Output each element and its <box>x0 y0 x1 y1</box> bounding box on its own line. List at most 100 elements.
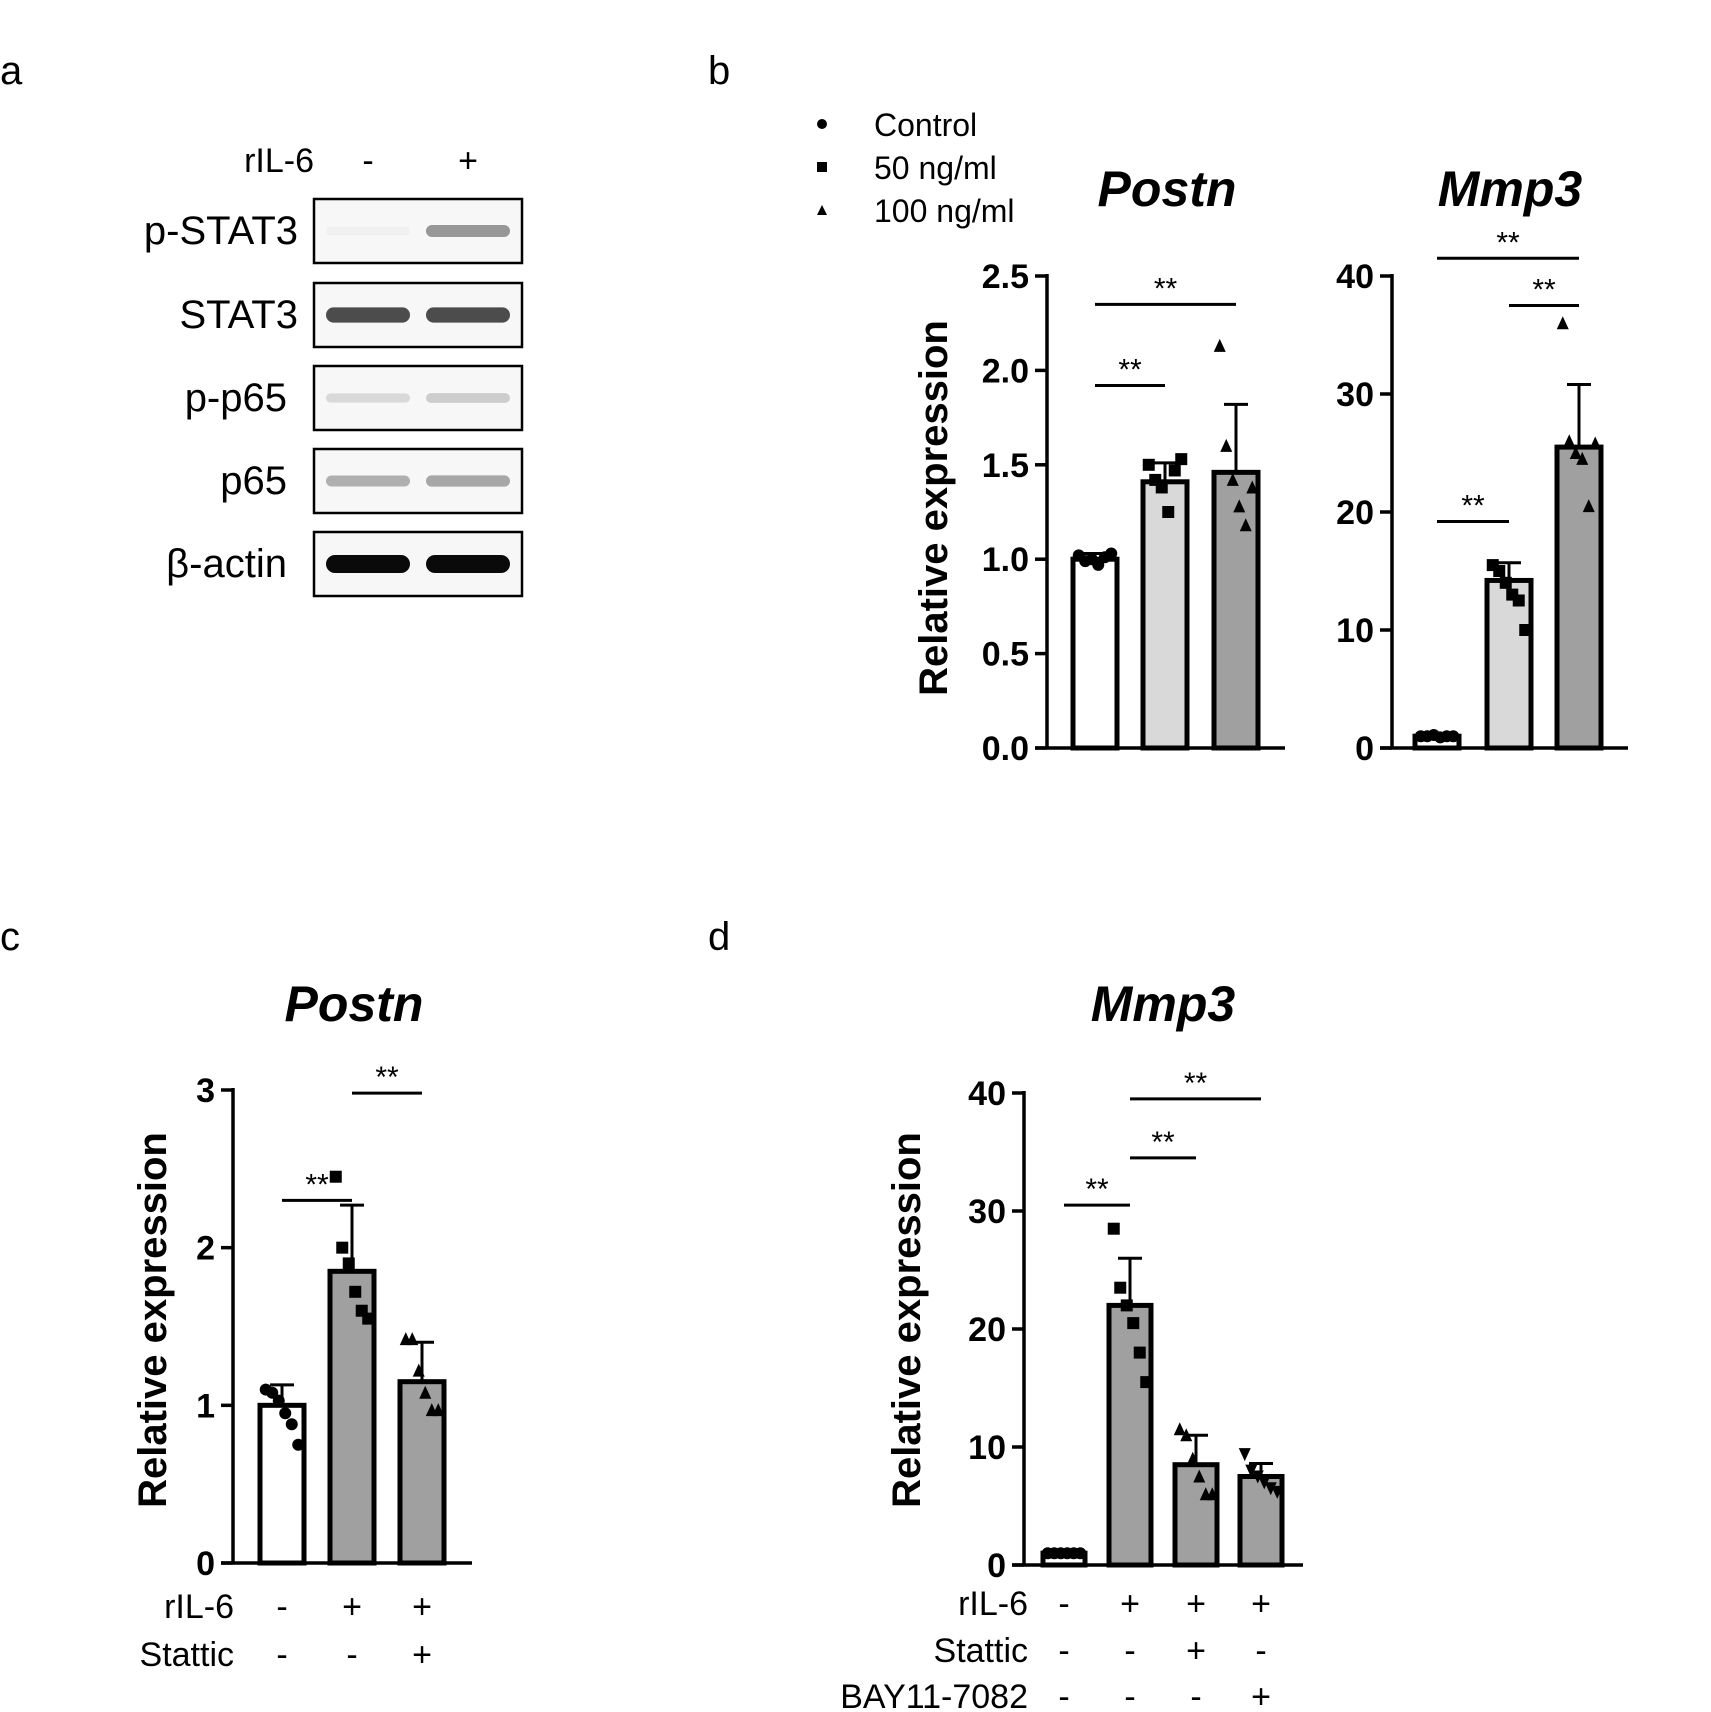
data-point <box>1246 480 1259 494</box>
bar-group <box>1106 1222 1154 1568</box>
condition-sign: + <box>1251 1678 1271 1712</box>
y-tick-label: 2.5 <box>982 258 1029 296</box>
blot-row-label: p65 <box>220 459 287 503</box>
y-tick-label: 2 <box>196 1230 215 1268</box>
significance-label: ** <box>1118 354 1142 387</box>
data-point <box>1245 1464 1258 1478</box>
panel-letter-c: c <box>0 915 20 959</box>
data-point <box>1142 458 1155 471</box>
data-point <box>1074 1547 1087 1560</box>
blot-row-label: β-actin <box>166 542 287 586</box>
significance-label: ** <box>1496 226 1520 259</box>
blot-treatment-label: rIL-6 <box>244 142 314 180</box>
data-point <box>1213 338 1226 352</box>
y-tick-label: 2.0 <box>982 352 1029 390</box>
legend: Control 50 ng/ml 100 ng/ml <box>817 107 1015 229</box>
data-point <box>1271 1485 1284 1499</box>
significance-label: ** <box>375 1061 399 1094</box>
data-point <box>279 1407 292 1420</box>
data-point <box>406 1332 419 1346</box>
y-tick-label: 0 <box>1355 730 1374 768</box>
condition-sign: + <box>412 1636 432 1674</box>
blot-lane-sign-1: - <box>362 142 373 180</box>
data-point <box>1519 624 1532 636</box>
significance-label: ** <box>305 1168 329 1201</box>
legend-marker-triangle <box>817 205 827 215</box>
bar-group <box>1237 1448 1285 1568</box>
blot-band <box>326 226 410 236</box>
data-point <box>1238 1448 1251 1462</box>
data-point <box>1499 576 1512 589</box>
legend-label-50: 50 ng/ml <box>874 150 997 186</box>
blot-row-0: p-STAT3 <box>144 197 524 265</box>
data-point <box>1175 453 1188 466</box>
significance-label: ** <box>1154 272 1178 305</box>
data-point <box>1186 1451 1199 1465</box>
condition-label: rIL-6 <box>164 1588 234 1626</box>
blot-row-2: p-p65 <box>185 364 524 432</box>
y-tick-label: 1.5 <box>982 447 1029 485</box>
significance-label: ** <box>1532 274 1556 307</box>
data-point <box>1133 1346 1146 1359</box>
y-tick-label: 20 <box>968 1311 1006 1349</box>
bar-group <box>1554 316 1604 751</box>
chart-b_mmp3: Mmp3 0 10 20 30 40 ** ** ** <box>1336 161 1628 768</box>
condition-sign: + <box>342 1588 362 1626</box>
data-point <box>1556 316 1569 330</box>
panel-letter-d: d <box>708 915 730 959</box>
significance-label: ** <box>1184 1067 1208 1100</box>
y-tick-label: 0 <box>196 1545 215 1583</box>
y-tick-label: 40 <box>968 1075 1006 1113</box>
panel-letter-b: b <box>708 49 730 93</box>
data-point <box>272 1394 285 1407</box>
condition-sign: - <box>1058 1678 1069 1712</box>
blot-band <box>326 393 410 403</box>
y-tick-label: 1.0 <box>982 541 1029 579</box>
data-point <box>1493 565 1506 577</box>
data-point <box>1220 438 1233 452</box>
data-point <box>349 1285 362 1298</box>
data-point <box>1173 1422 1186 1436</box>
y-tick-label: 30 <box>968 1193 1006 1231</box>
data-point <box>1107 1222 1120 1235</box>
condition-sign: - <box>1255 1632 1266 1670</box>
condition-sign: - <box>1124 1678 1135 1712</box>
y-tick-label: 1 <box>196 1387 215 1425</box>
bar-group <box>1484 559 1534 751</box>
condition-sign: + <box>1186 1585 1206 1623</box>
blot-row-label: p-STAT3 <box>144 209 298 253</box>
chart-c_postn: Postn Relative expression 0 1 2 3 ** ** rIL-6 - + +… <box>131 976 472 1674</box>
bar-group <box>397 1332 447 1566</box>
bar-group <box>257 1383 307 1566</box>
western-blot-panel: rIL-6 - + p-STAT3 STAT3 p-p65 p65 β-actin <box>144 142 524 598</box>
data-point <box>1206 1487 1219 1501</box>
blot-band <box>326 555 410 573</box>
data-point <box>1193 1469 1206 1483</box>
data-point <box>1226 472 1239 486</box>
data-point <box>362 1312 375 1325</box>
y-tick-label: 40 <box>1336 258 1374 296</box>
bar <box>1484 577 1534 751</box>
blot-band <box>326 475 410 487</box>
data-point <box>336 1241 349 1254</box>
blot-band <box>326 307 410 323</box>
condition-label: BAY11-7082 <box>840 1678 1028 1712</box>
condition-sign: - <box>1124 1632 1135 1670</box>
data-point <box>1582 499 1595 513</box>
y-tick-label: 3 <box>196 1072 215 1110</box>
data-point <box>1114 1281 1127 1294</box>
condition-sign: - <box>1058 1632 1069 1670</box>
data-point <box>1589 436 1602 450</box>
bar-group <box>1140 453 1190 751</box>
bar <box>1211 469 1261 751</box>
bar-group <box>1070 547 1120 751</box>
y-axis-label: Relative expression <box>912 320 956 696</box>
condition-label: Stattic <box>934 1632 1028 1670</box>
blot-lane-sign-2: + <box>458 142 478 180</box>
data-point <box>266 1386 279 1399</box>
y-axis-label: Relative expression <box>131 1132 175 1508</box>
data-point <box>412 1363 425 1377</box>
data-point <box>1447 730 1460 743</box>
bar <box>1140 479 1190 751</box>
